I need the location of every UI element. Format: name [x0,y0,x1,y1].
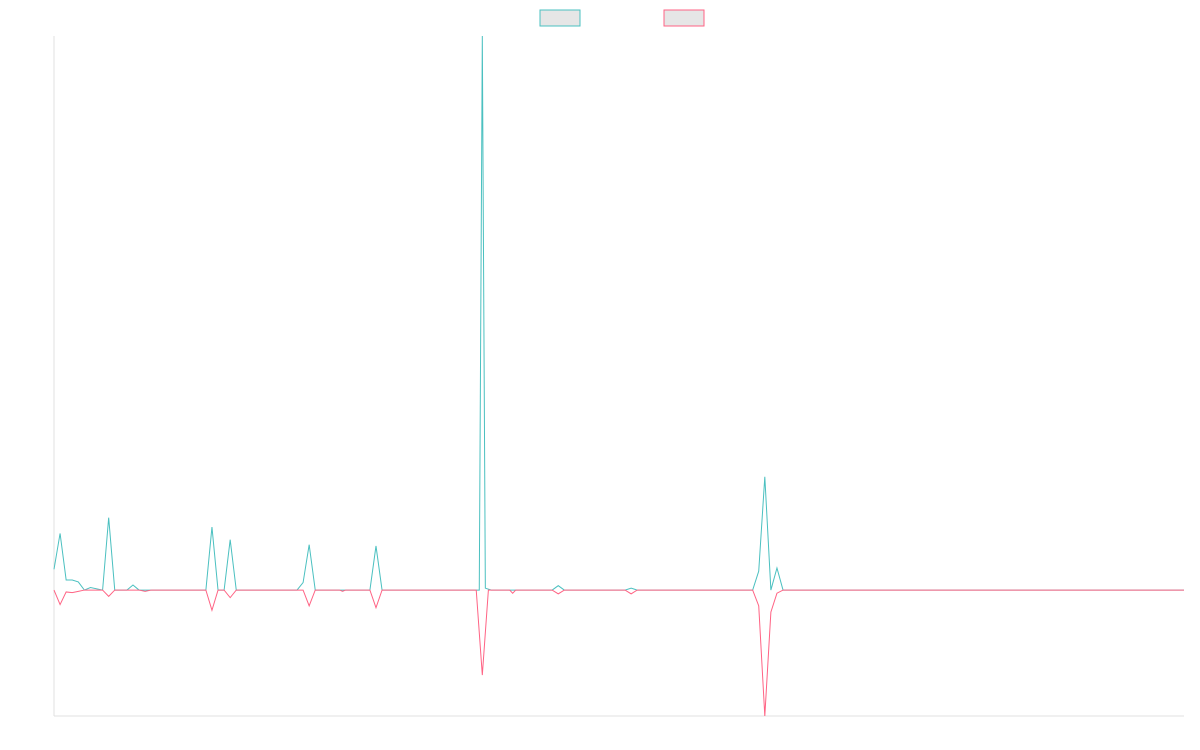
legend-item-2[interactable] [663,9,705,27]
series-lines [53,35,1184,717]
series-line-1 [53,35,1184,591]
legend-swatch-1[interactable] [539,9,581,27]
series-line-2 [53,589,1184,717]
axes [53,36,1184,717]
legend[interactable] [539,9,705,27]
legend-item-1[interactable] [539,9,581,27]
legend-swatch-2[interactable] [663,9,705,27]
